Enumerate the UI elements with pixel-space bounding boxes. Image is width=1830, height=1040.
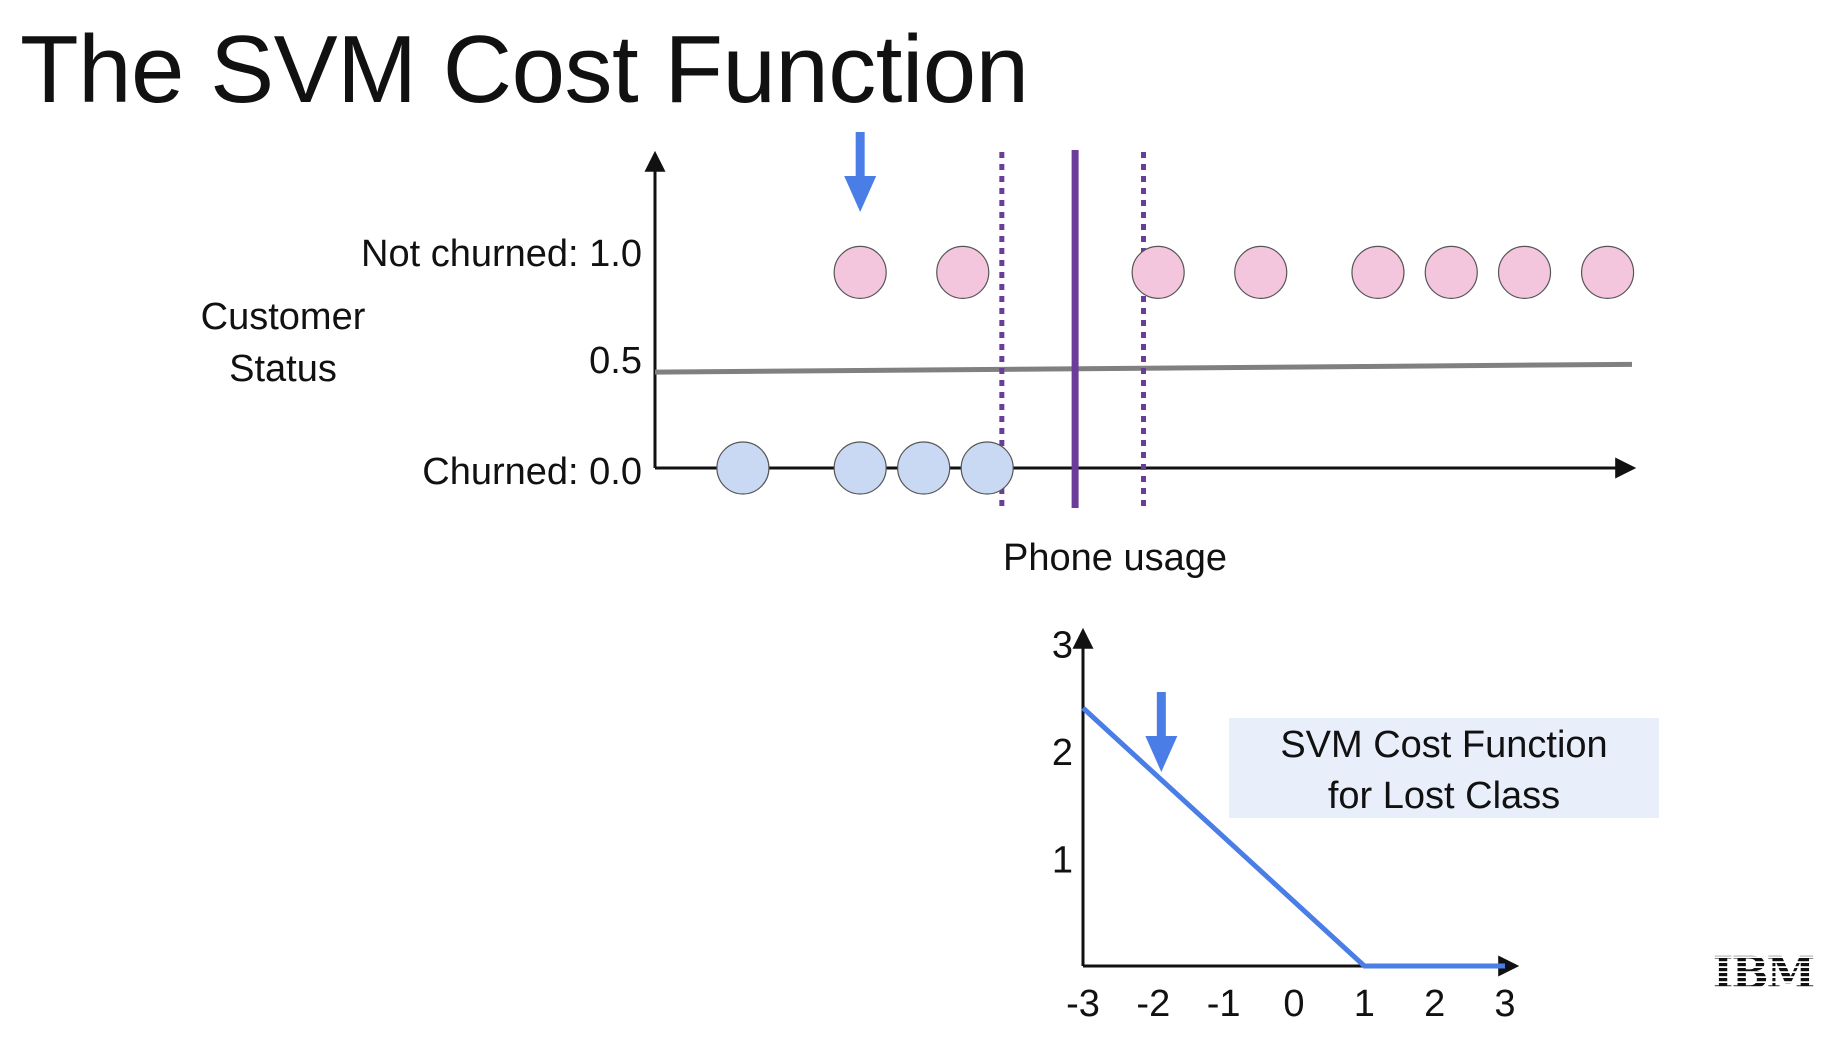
not-churned-point (1497, 245, 1552, 299)
not-churned-point (1351, 245, 1405, 299)
not-churned-point (1234, 245, 1288, 299)
top-chart-points (716, 245, 1635, 495)
bottom-tick-labels: -3 -2 -1 0 1 2 3 1 2 3 (1052, 625, 1516, 1026)
top-y-tick-churned: Churned: 0.0 (422, 451, 642, 493)
not-churned-point (833, 245, 887, 299)
bottom-x-tick: -1 (1207, 983, 1241, 1025)
bottom-y-tick: 1 (1052, 840, 1073, 882)
cost-title-box (1229, 718, 1659, 818)
slide-title: The SVM Cost Function (20, 16, 1029, 123)
top-x-label: Phone usage (1003, 537, 1227, 579)
bottom-y-tick: 3 (1052, 625, 1073, 667)
churn-scatter-chart: Customer Status Not churned: 1.0 0.5 Chu… (201, 132, 1637, 579)
churned-point (897, 441, 951, 495)
bottom-x-tick: -2 (1136, 983, 1170, 1025)
top-y-tick-not-churned: Not churned: 1.0 (361, 233, 642, 275)
bottom-highlight-arrow (1145, 692, 1178, 772)
top-y-label-line1: Customer (201, 296, 366, 338)
not-churned-point (936, 245, 990, 299)
bottom-x-tick: 1 (1354, 983, 1375, 1025)
churned-point (833, 441, 887, 495)
bottom-x-tick: 3 (1494, 983, 1515, 1025)
cost-title-line2: for Lost Class (1328, 775, 1560, 817)
svm-cost-chart: -3 -2 -1 0 1 2 3 1 2 3 SVM Cost Function for Lost… (1052, 625, 1659, 1026)
not-churned-point (1580, 245, 1635, 299)
top-arrow-head (844, 176, 877, 212)
top-y-tick-half: 0.5 (589, 340, 642, 382)
cost-title-line1: SVM Cost Function (1280, 724, 1607, 766)
not-churned-point (1424, 245, 1478, 299)
bottom-x-tick: -3 (1066, 983, 1100, 1025)
churned-point (716, 441, 770, 495)
top-highlight-arrow (844, 132, 877, 212)
top-chart-lines (654, 150, 1633, 508)
cost-series (1081, 706, 1505, 969)
bottom-x-tick: 0 (1283, 983, 1304, 1025)
top-y-label-line2: Status (229, 348, 337, 390)
bottom-y-tick: 2 (1052, 732, 1073, 774)
ibm-logo: IBM (1708, 948, 1818, 994)
bottom-arrow-head (1145, 736, 1178, 772)
not-churned-point (1131, 245, 1185, 299)
cost-line (1081, 706, 1505, 969)
bottom-x-tick: 2 (1424, 983, 1445, 1025)
churned-point (960, 441, 1014, 495)
